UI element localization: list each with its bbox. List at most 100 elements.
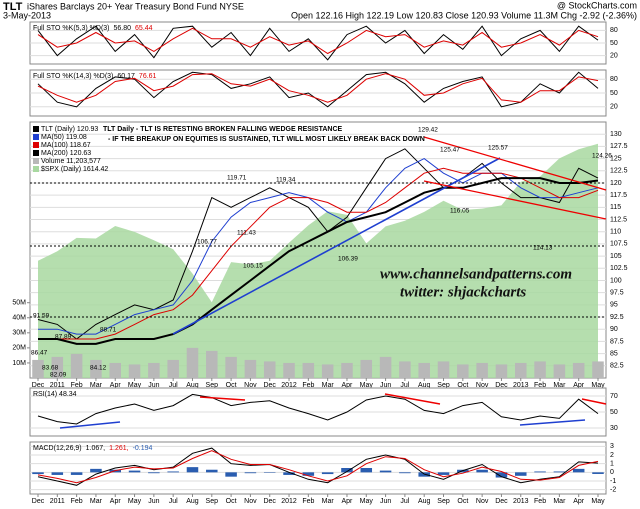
legend-swatch xyxy=(33,134,39,140)
panel-title: MACD(12,26,9) xyxy=(33,445,82,452)
y-tick-label: 50 xyxy=(610,40,618,47)
bar xyxy=(283,472,295,475)
y-tick-label: 112.5 xyxy=(610,216,627,223)
wedge-line xyxy=(423,180,607,220)
y-tick-label: 20 xyxy=(610,52,618,59)
y-tick-label: 105 xyxy=(610,253,622,260)
price-label: 124.26 xyxy=(592,153,612,160)
x-tick-label: Jul xyxy=(400,382,409,389)
divergence-arrow xyxy=(384,393,441,405)
y-tick-label: 30 xyxy=(610,425,618,432)
y-tick-label: 70 xyxy=(610,393,618,400)
bar xyxy=(167,359,179,378)
bar xyxy=(418,362,430,378)
legend-swatch xyxy=(33,142,39,148)
x-tick-label: 2013 xyxy=(513,382,529,389)
legend-value: 76.61 xyxy=(139,73,157,80)
x-tick-label: Sep xyxy=(437,498,450,505)
y-tick-label: 130 xyxy=(610,131,622,138)
y-tick-label: 100 xyxy=(610,277,622,284)
bar xyxy=(476,362,488,378)
legend-swatch xyxy=(33,126,39,132)
x-tick-label: May xyxy=(591,382,605,389)
panel-title: Full STO %K(5,3) %D(3) xyxy=(33,25,110,32)
y2-tick-label: 20M xyxy=(12,345,26,352)
x-tick-label: Dec xyxy=(263,498,276,505)
y-tick-label: 50 xyxy=(610,90,618,97)
x-tick-label: Jun xyxy=(380,498,391,505)
x-tick-label: Oct xyxy=(226,498,237,505)
line xyxy=(37,450,599,484)
y-tick-label: 97.5 xyxy=(610,290,624,297)
price-label: 111.43 xyxy=(237,230,256,237)
price-label: 88.71 xyxy=(100,327,117,334)
y-tick-label: 2 xyxy=(610,452,614,459)
x-tick-label: Aug xyxy=(186,498,199,505)
x-tick-label: Nov xyxy=(244,382,257,389)
y-tick-label: 125 xyxy=(610,155,622,162)
price-label: 84.12 xyxy=(90,365,107,372)
x-tick-label: Oct xyxy=(457,498,468,505)
x-tick-label: May xyxy=(128,498,142,505)
x-tick-label: Mar xyxy=(322,498,335,505)
quote: Open 122.16 High 122.19 Low 120.83 Close… xyxy=(291,10,637,20)
area xyxy=(38,143,598,378)
bar xyxy=(167,471,179,473)
y-tick-label: 127.5 xyxy=(610,143,628,150)
y2-tick-label: 50M xyxy=(12,300,26,307)
x-tick-label: 2012 xyxy=(281,382,297,389)
legend-label: MA(50) 119.08 xyxy=(41,134,87,141)
price-label: 116.05 xyxy=(450,208,470,215)
x-tick-label: Mar xyxy=(322,382,335,389)
line xyxy=(37,393,599,425)
trend-line xyxy=(172,157,501,335)
bar xyxy=(399,472,411,474)
line xyxy=(38,177,599,345)
bar xyxy=(148,362,160,378)
x-tick-label: Jul xyxy=(400,498,409,505)
bar xyxy=(32,472,44,475)
legend-value: 65.44 xyxy=(135,25,153,32)
y-tick-label: 3 xyxy=(610,443,614,450)
panel-title: Full STO %K(14,3) %D(3) xyxy=(33,73,113,80)
bar xyxy=(32,359,44,378)
bar xyxy=(495,472,508,478)
bar xyxy=(514,362,527,378)
bar xyxy=(360,359,373,378)
bar xyxy=(379,470,392,473)
price-label: 86.47 xyxy=(31,350,48,357)
legend-swatch xyxy=(33,166,39,172)
y-tick-label: 110 xyxy=(610,229,621,236)
bar xyxy=(553,471,566,473)
y-tick-label: 102.5 xyxy=(610,265,628,272)
bar xyxy=(341,362,353,378)
line xyxy=(37,27,599,55)
legend-label: TLT (Daily) 120.93 xyxy=(41,126,98,133)
legend-value: 1.261, xyxy=(109,445,129,452)
bar xyxy=(572,362,585,378)
y-tick-label: 87.5 xyxy=(610,338,624,345)
x-tick-label: Mar xyxy=(90,498,103,505)
y-tick-label: 107.5 xyxy=(610,241,628,248)
y-tick-label: 82.5 xyxy=(610,363,624,370)
bar xyxy=(109,362,122,378)
annotation-layer xyxy=(30,136,607,429)
bar xyxy=(225,356,237,378)
bar xyxy=(148,472,160,474)
legend-swatch xyxy=(33,150,39,156)
bar xyxy=(206,469,218,473)
price-label: 125.57 xyxy=(488,145,508,152)
x-tick-label: Dec xyxy=(32,382,45,389)
legend-value: 1.067, xyxy=(86,445,106,452)
x-tick-label: Apr xyxy=(342,498,354,505)
y-tick-label: -1 xyxy=(610,478,616,485)
bar xyxy=(321,364,334,378)
x-tick-label: Sep xyxy=(206,382,219,389)
y2-tick-label: 30M xyxy=(12,330,26,337)
bar xyxy=(592,472,604,474)
legend-label: Volume 11,203,577 xyxy=(41,158,101,165)
x-tick-label: Sep xyxy=(437,382,450,389)
source: @ StockCharts.com xyxy=(557,0,637,10)
x-tick-label: Jul xyxy=(169,498,178,505)
y-tick-label: 80 xyxy=(610,76,618,83)
